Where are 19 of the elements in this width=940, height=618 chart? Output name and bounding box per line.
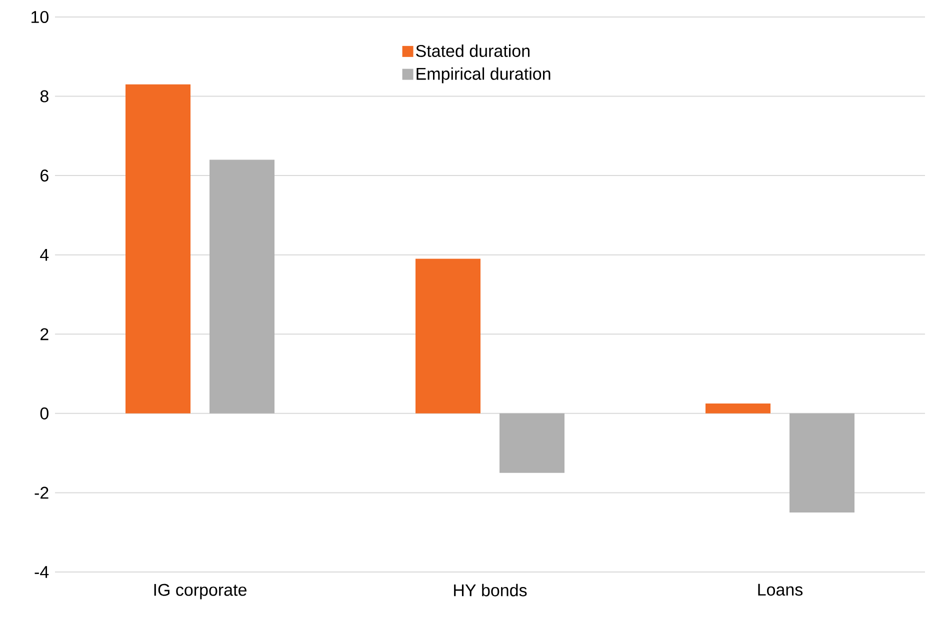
legend-label: Empirical duration [416,67,550,84]
bar [790,413,854,513]
legend-label: Stated duration [416,44,530,57]
y-tick-label: 10 [32,10,48,24]
y-tick-label: -2 [34,486,48,499]
x-tick-label: HY bonds [454,584,527,596]
bar [126,84,191,414]
bar [706,404,770,414]
x-tick-label: Loans [758,584,803,596]
y-tick-label: 2 [40,328,48,340]
y-tick-label: -4 [34,566,49,578]
y-tick-label: 6 [40,170,48,182]
bar [210,160,275,414]
y-tick-label: 8 [40,90,48,102]
y-tick-label: 4 [40,248,49,261]
bar [500,413,565,473]
y-tick-label: 0 [40,407,48,420]
bar [416,258,481,414]
x-tick-label: IG corporate [154,584,246,600]
